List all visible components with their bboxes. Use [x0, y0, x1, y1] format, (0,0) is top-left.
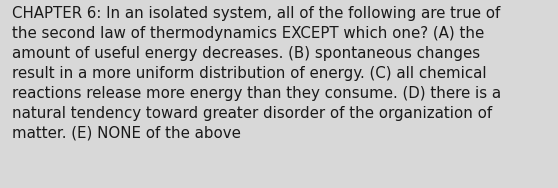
Text: CHAPTER 6: In an isolated system, all of the following are true of
the second la: CHAPTER 6: In an isolated system, all of… [12, 6, 502, 141]
